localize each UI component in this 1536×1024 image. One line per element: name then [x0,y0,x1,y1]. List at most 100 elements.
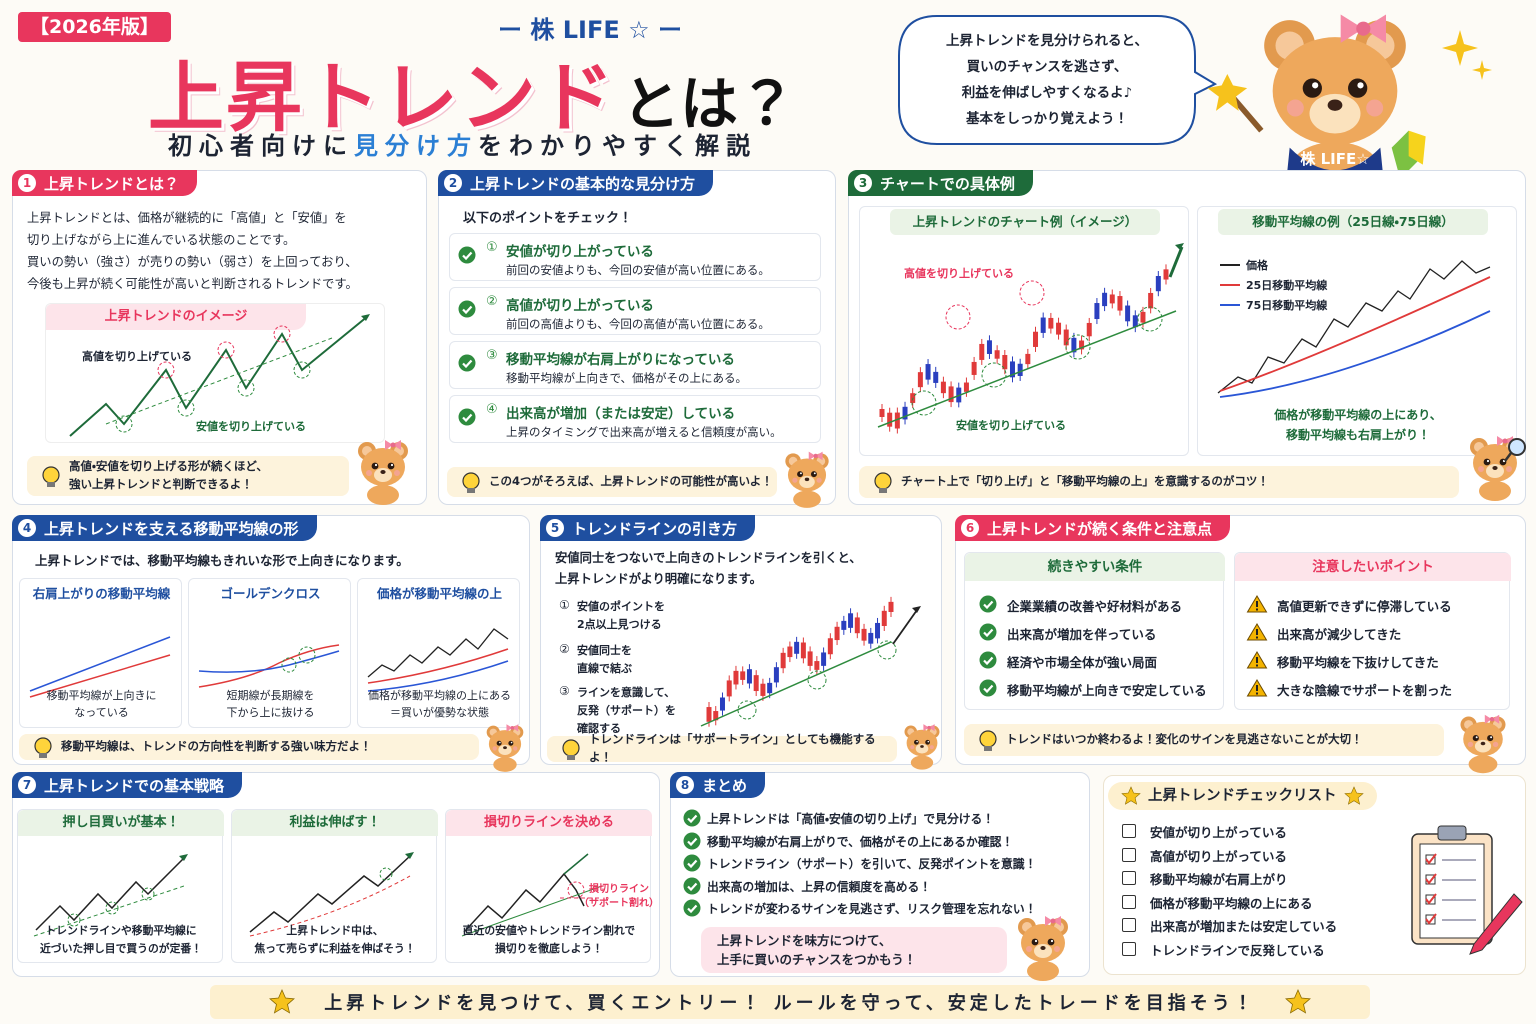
illustration-shape [1027,961,1059,981]
step-number: ③ [559,684,570,698]
illustration-shape [1475,736,1478,739]
point-title: 安値が切り上がっている [506,244,654,260]
illustration-shape [462,472,480,490]
checklist-item: 安値が切り上がっている [1150,825,1287,840]
illustration-shape [1019,280,1045,306]
illustration-shape [927,725,931,730]
caption-line: 近づいた押し目で買うのが定番！ [40,942,202,955]
illustration-shape [1484,714,1500,724]
illustration-shape [281,657,297,673]
card-title: 損切りラインを決める [446,810,652,836]
section-tab: 6 上昇トレンドが続く条件と注意点 [955,515,1231,541]
illustration-shape [1470,436,1526,501]
illustration-shape [887,412,893,427]
illustration-shape [687,859,698,869]
illustration-shape [361,448,405,486]
check-icon [458,408,476,426]
illustration-shape [737,700,757,720]
bulb-icon [979,730,997,751]
illustration-shape [813,453,818,459]
section-title: まとめ [702,776,748,795]
illustration-shape [726,680,732,697]
sparkles [1442,30,1492,80]
tip-box: 高値・安値を切り上げる形が続くほど、 強い上昇トレンドと判断できるよ！ [27,456,349,496]
illustration-shape [486,724,524,772]
body-line: 今後も上昇が続く可能性が高いと判断されるトレンドです。 [27,277,358,291]
check-icon [979,651,997,669]
illustration-shape [390,442,396,448]
candlestick-chart [877,243,1184,434]
section-tab: 8 まとめ [670,772,766,798]
checklist-title: 上昇トレンドチェックリスト [1108,782,1377,810]
illustration-shape [496,740,502,746]
illustration-shape [787,458,827,492]
checkbox [1122,824,1136,838]
illustration-shape [273,325,291,343]
ma-sketch [367,628,509,692]
tip-text: 高値・安値を切り上げる形が続くほど、 [69,459,268,474]
condition-item: 経済や市場全体が強い局面 [1007,655,1158,670]
illustration-shape [1155,276,1161,292]
checkbox [1122,847,1136,862]
card-caption: 移動平均線が上向きに なっている [20,687,183,721]
illustration-shape [760,683,766,696]
illustration-shape [467,488,475,493]
bear-mascot [785,451,829,508]
speech-line: 基本をしっかり覚えよう！ [966,111,1128,127]
illustration-shape [1272,37,1398,145]
illustration-shape [983,656,994,666]
section-number: 2 [444,174,462,192]
section-title: 上昇トレンドの基本的な見分け方 [470,174,696,193]
illustration-shape [929,745,934,750]
illustration-shape [979,679,997,697]
intro-line: 上昇トレンドがより明確になります。 [555,572,762,586]
check-icon [979,595,997,613]
section-title: チャートでの具体例 [880,174,1015,193]
illustration-shape [1366,99,1384,117]
illustration-shape [1356,21,1371,36]
title-main: 上昇トレンド [148,53,616,142]
illustration-shape [810,471,817,478]
checklist-title-text: 上昇トレンドチェックリスト [1148,788,1337,804]
star-icon [1121,786,1141,805]
illustration-shape [799,472,802,475]
speech-text: 上昇トレンドを見分けられると、 買いのチャンスを逃さず、 利益を伸ばしやすくなるよ♪… [897,28,1197,132]
card-caption: トレンドラインや移動平均線に 近づいた押し目で買うのが定番！ [18,922,224,958]
illustration-shape [888,601,894,612]
point-number: ③ [486,348,498,363]
illustration-shape [986,340,992,354]
illustration-shape [787,646,793,658]
checklist-box: 上昇トレンドチェックリスト 安値が切り上がっている 高値が切り上がっている 移動平均線… [1103,775,1526,975]
illustration-shape [1256,685,1258,691]
panel-caption: 価格が移動平均線の上にあり、 移動平均線も右肩上がり！ [1198,405,1518,445]
tip-box: この4つがそろえば、上昇トレンドの可能性が高いよ！ [447,467,777,497]
illustration-shape [387,462,395,470]
illustration-shape [567,881,585,899]
check-icon [683,854,701,872]
bubble-line: 上手に買いのチャンスをつかもう！ [717,952,917,967]
warning-icon [1246,651,1268,669]
illustration-shape [1117,296,1123,311]
illustration-shape [1219,310,1491,398]
illustration-shape [1467,741,1474,748]
illustration-shape [361,314,370,321]
panel-title: 移動平均線の例（25日線・75日線） [1218,209,1488,235]
illustration-shape [1071,337,1077,353]
caption-line: 移動平均線が上向きに [46,689,157,702]
illustration-shape [983,628,994,638]
illustration-shape [898,15,1218,145]
illustration-shape [1489,716,1495,722]
illustration-shape [861,628,867,641]
illustration-shape [508,740,514,746]
illustration-shape [510,726,515,730]
illustration-shape [33,885,185,937]
section-number: 4 [18,519,36,537]
section-number: 1 [18,174,36,192]
illustration-shape [358,440,408,505]
checkbox [1122,894,1136,909]
checklist-item: 移動平均線が右肩上がり [1150,872,1288,887]
caption-line: ＝買いが優勢な状態 [390,706,489,719]
bear-mascot [486,724,524,772]
section-box: 1 上昇トレンドとは？ 上昇トレンドとは、価格が継続的に「高値」と「安値」を 切り上げ… [12,170,427,505]
